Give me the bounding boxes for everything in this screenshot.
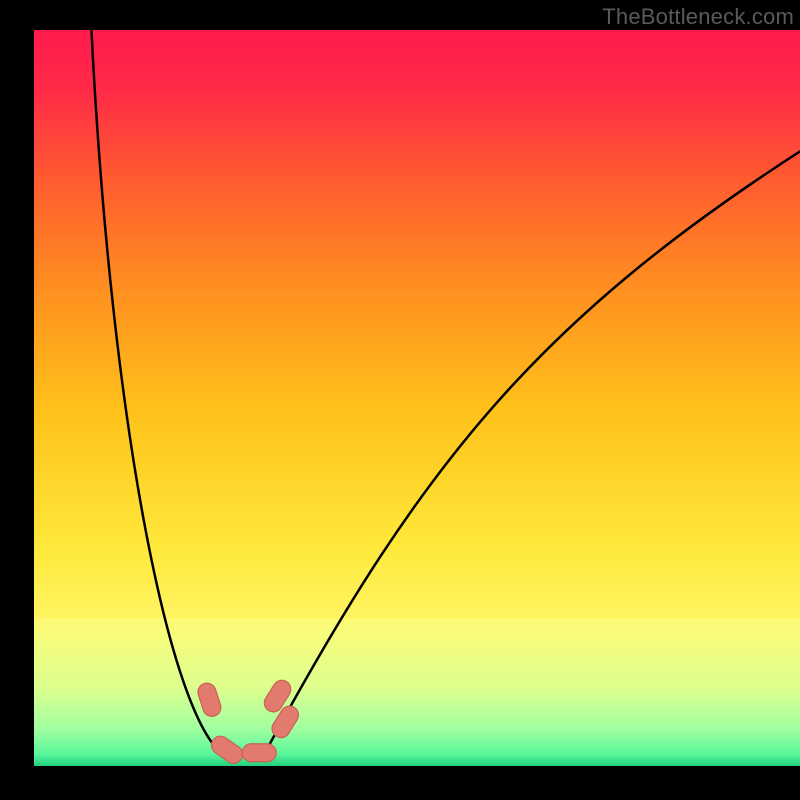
chart-frame: TheBottleneck.com: [34, 0, 800, 766]
bottom-band: [34, 619, 800, 766]
plot-area: [34, 30, 800, 766]
chart-svg: [34, 30, 800, 766]
watermark-text: TheBottleneck.com: [602, 4, 794, 30]
marker-capsule: [242, 744, 276, 762]
